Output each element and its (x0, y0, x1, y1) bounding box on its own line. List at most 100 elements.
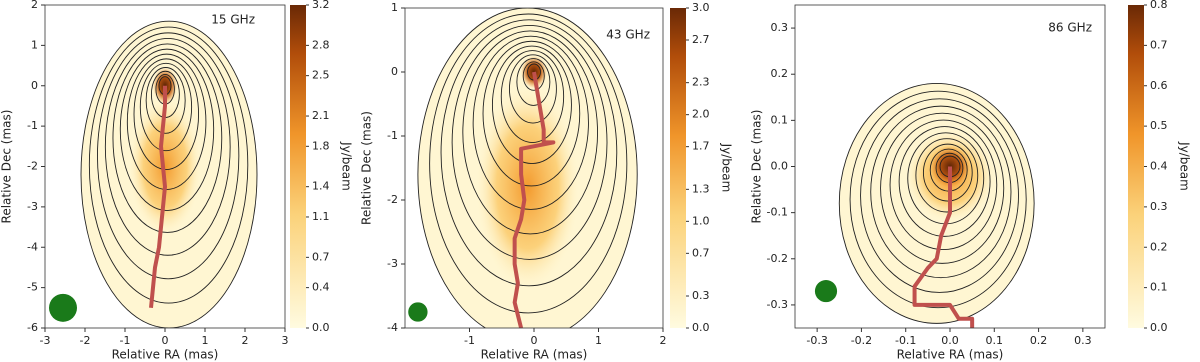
colorbar-tick-label: 0.4 (312, 281, 330, 294)
colorbar-tick-label: 0.2 (1150, 240, 1168, 253)
contour (119, 48, 215, 211)
x-tick-label: 0 (162, 334, 169, 347)
y-tick-label: -2 (387, 193, 398, 206)
panel: 43 GHz -1 0 1 2 -4 -3 -2 -1 0 1 Relative RA (mas) Re… (360, 1, 734, 362)
contour (849, 90, 1027, 309)
y-tick-label: -0.1 (767, 206, 788, 219)
contour (112, 43, 223, 233)
contour (880, 112, 1005, 264)
contour (860, 98, 1019, 293)
contour (522, 61, 545, 91)
colorbar-label: Jy/beam (1178, 141, 1192, 191)
y-tick-label: 2 (31, 0, 38, 11)
colorbar-tick-label: 0.6 (1150, 79, 1168, 92)
colorbar-tick-label: 0.7 (692, 246, 710, 259)
x-axis-label: Relative RA (mas) (481, 348, 588, 362)
colorbar-tick-label: 1.3 (692, 182, 710, 195)
y-tick-label: 0.0 (771, 160, 789, 173)
colorbar-tick-label: 0.0 (1150, 321, 1168, 334)
x-tick-label: 1 (595, 334, 602, 347)
colorbar-tick-label: 0.0 (312, 321, 330, 334)
contour (482, 40, 581, 187)
y-tick-label: -1 (387, 129, 398, 142)
x-tick-label: 0.3 (1074, 334, 1092, 347)
map-image (838, 82, 1035, 328)
colorbar-tick-label: 3.2 (312, 0, 330, 11)
ridge-line (149, 85, 167, 309)
x-tick-label: -0.1 (895, 334, 916, 347)
x-tick-label: 0.0 (941, 334, 959, 347)
contour (139, 62, 193, 152)
colorbar (290, 5, 306, 328)
y-axis-label: Relative Dec (mas) (360, 111, 374, 225)
beam (408, 302, 428, 322)
y-tick-label: -1 (27, 119, 38, 132)
colorbar (670, 8, 686, 328)
colorbar-tick-label: 0.7 (312, 250, 330, 263)
colorbar-tick-label: 2.5 (312, 69, 330, 82)
contour (838, 82, 1035, 324)
colorbar-tick-label: 0.3 (692, 289, 710, 302)
colorbar-label: Jy/beam (720, 143, 734, 193)
x-tick-label: 3 (282, 334, 289, 347)
contour (915, 138, 979, 213)
panel: 15 GHz -3 -2 -1 0 1 2 3 -6 -5 -4 -3 -2 -1 0 1 2 Relative … (0, 0, 354, 362)
emission (475, 84, 580, 290)
colorbar-tick-label: 0.3 (1150, 200, 1168, 213)
y-tick-label: 0.1 (771, 113, 789, 126)
contour (500, 50, 565, 143)
x-tick-label: 2 (242, 334, 249, 347)
colorbar-tick-label: 1.0 (692, 214, 710, 227)
x-axis-label: Relative RA (mas) (112, 348, 219, 362)
y-tick-label: -6 (27, 321, 38, 334)
colorbar-tick-label: 0.0 (692, 321, 710, 334)
colorbar-tick-label: 2.7 (692, 33, 710, 46)
contour (889, 119, 998, 251)
y-tick-label: -3 (387, 257, 398, 270)
panel-label: 15 GHz (211, 13, 255, 27)
contour (80, 20, 258, 328)
y-axis-label: Relative Dec (mas) (750, 110, 764, 224)
beam (49, 293, 77, 322)
contour (429, 13, 628, 314)
colorbar-tick-label: 0.8 (1150, 0, 1168, 11)
colorbar-tick-label: 1.1 (312, 210, 330, 223)
contour (491, 45, 572, 165)
contour (97, 32, 240, 280)
contour (922, 143, 973, 202)
colorbar-tick-label: 3.0 (692, 1, 710, 14)
y-tick-label: 0 (391, 65, 398, 78)
contour (88, 26, 249, 304)
x-tick-label: 0.2 (1030, 334, 1048, 347)
contour (516, 58, 551, 106)
x-tick-label: -3 (40, 334, 51, 347)
beam (814, 280, 838, 303)
contour (509, 54, 557, 124)
panel: 86 GHz -0.3 -0.2 -0.1 0.0 0.1 0.2 0.3 -0.3 -0.2 -0… (750, 0, 1192, 362)
contour (133, 58, 200, 170)
contour (870, 105, 1012, 279)
y-tick-label: 1 (31, 38, 38, 51)
colorbar-tick-label: 0.7 (1150, 38, 1168, 51)
contour (451, 25, 608, 260)
y-tick-label: 0.2 (771, 67, 789, 80)
colorbar-label: Jy/beam (340, 141, 354, 191)
y-tick-label: -4 (27, 240, 38, 253)
x-tick-label: -0.2 (851, 334, 872, 347)
colorbar-tick-label: 1.4 (312, 180, 330, 193)
y-tick-label: -0.2 (767, 252, 788, 265)
colorbar-tick-label: 1.8 (312, 139, 330, 152)
y-tick-label: -5 (27, 281, 38, 294)
contour (104, 38, 231, 256)
y-axis-label: Relative Dec (mas) (0, 110, 14, 224)
colorbar-tick-label: 2.1 (312, 109, 330, 122)
colorbar-tick-label: 2.3 (692, 76, 710, 89)
x-tick-label: 2 (660, 334, 667, 347)
ridge-line (912, 166, 975, 328)
x-tick-label: 0 (531, 334, 538, 347)
colorbar-tick-label: 2.0 (692, 108, 710, 121)
x-axis-label: Relative RA (mas) (897, 348, 1004, 362)
y-tick-label: 1 (391, 1, 398, 14)
y-tick-label: -0.3 (767, 298, 788, 311)
